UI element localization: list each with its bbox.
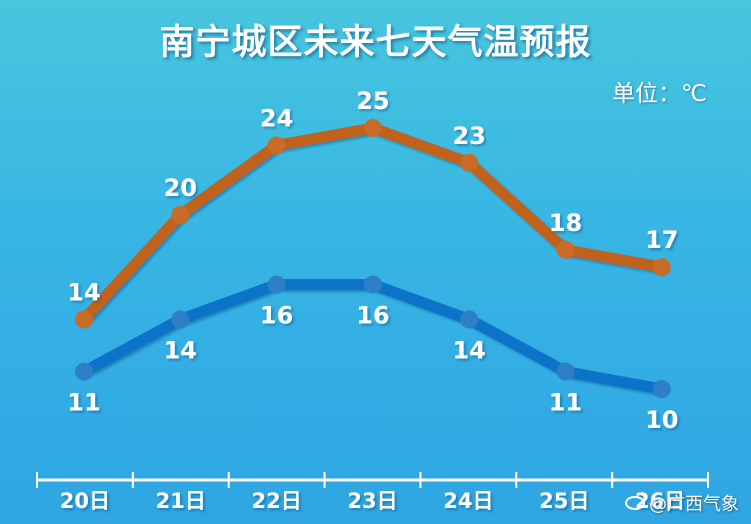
series-1-point-4 <box>460 310 479 329</box>
x-tick-label-4: 24日 <box>443 489 493 513</box>
series-0-point-2 <box>267 136 286 155</box>
series-1-point-5 <box>556 362 575 381</box>
series-1-label-3: 16 <box>356 302 389 330</box>
x-tick-label-5: 25日 <box>539 489 589 513</box>
series-0-point-1 <box>171 206 190 224</box>
series-0-point-0 <box>75 310 93 329</box>
x-tick-label-1: 21日 <box>156 489 206 513</box>
series-1-point-2 <box>267 275 286 294</box>
series-1-label-0: 11 <box>67 389 100 417</box>
watermark-text: @广西气象 <box>649 494 739 515</box>
series-1-label-5: 11 <box>549 389 582 417</box>
series-0-label-3: 25 <box>356 87 389 115</box>
x-tick-label-2: 22日 <box>252 489 302 513</box>
x-tick-label-3: 23日 <box>347 489 397 513</box>
weibo-icon <box>625 493 647 510</box>
series-1-label-6: 10 <box>645 406 678 434</box>
chart-title: 南宁城区未来七天气温预报 <box>159 23 592 63</box>
series-1-label-1: 14 <box>164 336 197 364</box>
series-1-point-3 <box>363 275 382 294</box>
series-0-label-0: 14 <box>67 278 100 306</box>
series-0-point-5 <box>556 240 575 259</box>
series-1-point-0 <box>75 362 93 381</box>
series-0-label-5: 18 <box>549 209 582 237</box>
series-0-point-3 <box>363 119 382 137</box>
series-1-label-2: 16 <box>260 302 293 330</box>
series-1-label-4: 14 <box>452 336 485 364</box>
series-0-label-1: 20 <box>164 174 197 202</box>
series-0-point-4 <box>460 153 479 172</box>
watermark: @广西气象 <box>625 490 739 516</box>
x-tick-label-0: 20日 <box>60 489 110 513</box>
series-0-point-6 <box>652 258 671 277</box>
series-1-point-1 <box>171 310 190 329</box>
unit-label: 单位：℃ <box>612 81 707 107</box>
series-0-label-6: 17 <box>645 226 678 254</box>
series-0-label-4: 23 <box>452 122 485 150</box>
series-0-label-2: 24 <box>260 104 293 132</box>
series-1-point-6 <box>652 380 671 398</box>
